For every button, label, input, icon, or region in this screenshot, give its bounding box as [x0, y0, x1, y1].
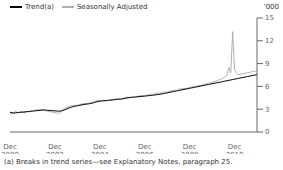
- svg-text:15: 15: [265, 14, 274, 22]
- html-text:'000: '000: [263, 3, 279, 11]
- html-text:(a) Breaks in trend series—see: (a) Breaks in trend series—see Explanato…: [4, 158, 233, 166]
- svg-text:Dec2000: Dec2000: [8, 143, 19, 154]
- svg-text:9: 9: [265, 60, 269, 68]
- svg-text:Dec2006: Dec2006: [136, 143, 154, 154]
- svg-text:12: 12: [265, 37, 274, 45]
- svg-text:Dec2010: Dec2010: [226, 143, 244, 154]
- svg-text:Dec2004: Dec2004: [91, 143, 109, 154]
- html-text:Seasonally Adjusted: Seasonally Adjusted: [76, 3, 148, 11]
- svg-text:3: 3: [265, 106, 269, 114]
- svg-text:Dec2002: Dec2002: [46, 143, 64, 154]
- svg-text:6: 6: [265, 83, 270, 91]
- svg-text:0: 0: [265, 128, 269, 136]
- svg-text:Dec2008: Dec2008: [181, 143, 199, 154]
- html-text:Trend(a): Trend(a): [25, 3, 54, 11]
